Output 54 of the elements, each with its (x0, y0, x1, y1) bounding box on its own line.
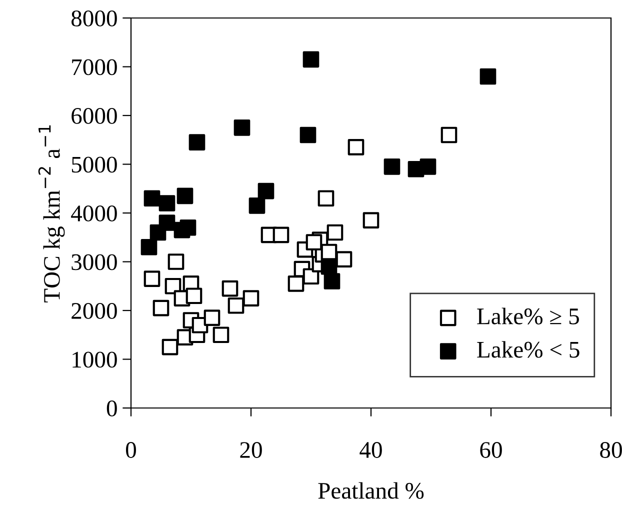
point (336, 251, 352, 268)
point (320, 258, 338, 275)
point (162, 338, 178, 356)
point (144, 270, 160, 287)
point (140, 238, 158, 256)
point (302, 51, 320, 68)
point (144, 190, 160, 207)
point (212, 326, 230, 344)
point (480, 68, 496, 85)
point (272, 226, 290, 244)
point (326, 224, 344, 241)
point (152, 300, 170, 316)
point (300, 126, 316, 144)
legend-label: Lake% ≥ 5 (477, 308, 579, 324)
point (384, 158, 400, 175)
y-tick-label: 5000 (72, 156, 117, 173)
point (242, 290, 260, 306)
y-tick-label: 8000 (71, 10, 117, 26)
point (306, 234, 322, 250)
point (440, 126, 458, 144)
y-tick-label: 4000 (71, 205, 117, 222)
y-tick-label: 0 (106, 400, 117, 416)
point (168, 254, 184, 270)
point (258, 182, 274, 200)
y-tick-label: 6000 (72, 108, 117, 124)
point (222, 280, 238, 297)
x-tick-label: 0 (126, 442, 136, 458)
point (180, 219, 196, 236)
x-tick-label: 20 (240, 442, 262, 458)
y-tick-label: 3000 (72, 254, 117, 270)
point (420, 158, 436, 175)
point (158, 195, 176, 212)
y-tick-label: 2000 (72, 302, 117, 319)
point (362, 212, 380, 228)
point (228, 297, 244, 314)
point (186, 288, 202, 304)
point (234, 120, 250, 136)
y-axis-title: TOC kg km$^{−2}$ a$^{−1}$ (38, 125, 65, 302)
y-tick-label: 1000 (72, 352, 117, 368)
point (248, 198, 266, 214)
point (188, 134, 206, 150)
x-axis-title: Peatland % (318, 482, 424, 499)
x-tick-label: 60 (480, 442, 502, 458)
point (204, 310, 220, 326)
y-tick-label: 7000 (72, 59, 117, 76)
point (324, 273, 340, 290)
point (318, 190, 334, 207)
x-tick-label: 40 (360, 442, 382, 458)
point (348, 139, 364, 156)
legend-label: Lake% < 5 (477, 341, 580, 358)
point (158, 214, 176, 231)
x-tick-label: 80 (600, 442, 622, 458)
point (288, 276, 304, 292)
point (176, 188, 194, 204)
